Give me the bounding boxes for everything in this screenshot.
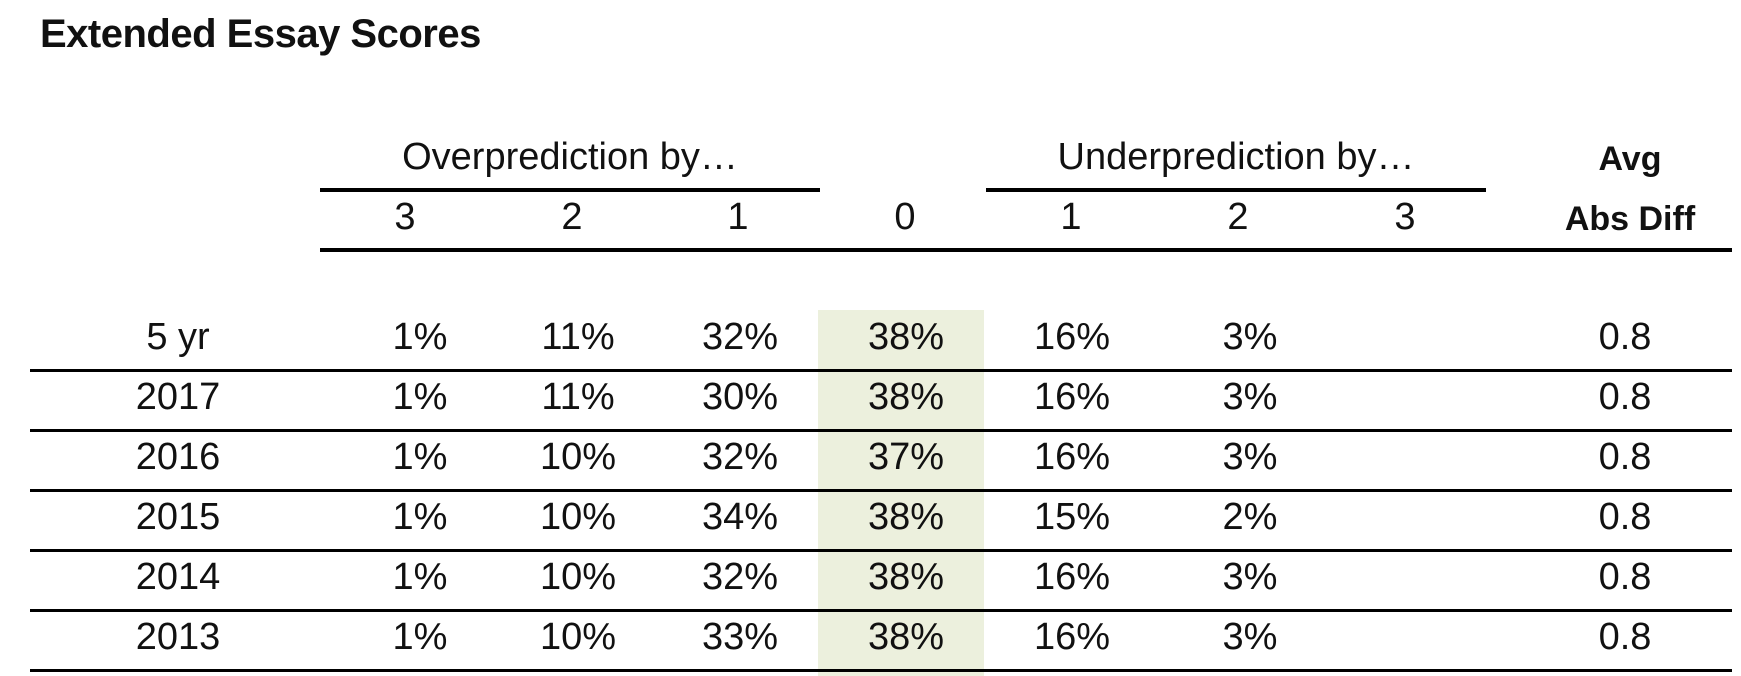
col-header-under-2: 2 xyxy=(1227,196,1249,238)
table-cell: 16% xyxy=(1033,616,1111,658)
row-divider xyxy=(30,549,1732,552)
row-label: 2013 xyxy=(135,616,221,658)
row-divider xyxy=(30,669,1732,672)
avg-cell: 0.8 xyxy=(1598,496,1652,538)
table-cell: 34% xyxy=(701,496,779,538)
row-divider xyxy=(30,369,1732,372)
table-cell: 16% xyxy=(1033,316,1111,358)
avg-cell: 0.8 xyxy=(1598,376,1652,418)
table-cell: 37% xyxy=(867,436,945,478)
table-cell: 10% xyxy=(539,556,617,598)
table-cell: 38% xyxy=(867,496,945,538)
avg-header-line2: Abs Diff xyxy=(1564,200,1696,238)
table-cell: 1% xyxy=(392,436,448,478)
overprediction-rule xyxy=(320,188,820,192)
col-header-over-2: 2 xyxy=(561,196,583,238)
table-cell: 3% xyxy=(1222,616,1278,658)
col-header-over-3: 3 xyxy=(394,196,416,238)
table-title: Extended Essay Scores xyxy=(40,12,481,56)
table-cell: 33% xyxy=(701,616,779,658)
table-cell: 15% xyxy=(1033,496,1111,538)
col-header-zero: 0 xyxy=(894,196,916,238)
row-label: 2015 xyxy=(135,496,221,538)
table-cell: 16% xyxy=(1033,436,1111,478)
underprediction-header: Underprediction by… xyxy=(1057,136,1415,178)
avg-header-line1: Avg xyxy=(1598,140,1662,178)
header-bottom-rule xyxy=(320,248,1732,252)
row-label: 2014 xyxy=(135,556,221,598)
avg-cell: 0.8 xyxy=(1598,316,1652,358)
table-cell: 3% xyxy=(1222,316,1278,358)
table-cell: 38% xyxy=(867,376,945,418)
table-cell: 3% xyxy=(1222,376,1278,418)
table-cell: 32% xyxy=(701,556,779,598)
table-cell: 1% xyxy=(392,556,448,598)
table-cell: 38% xyxy=(867,616,945,658)
row-label: 2017 xyxy=(135,376,221,418)
col-header-under-3: 3 xyxy=(1394,196,1416,238)
table-cell: 10% xyxy=(539,436,617,478)
avg-cell: 0.8 xyxy=(1598,436,1652,478)
row-divider xyxy=(30,609,1732,612)
table-cell: 10% xyxy=(539,496,617,538)
table-cell: 11% xyxy=(541,376,615,418)
table-cell: 1% xyxy=(392,376,448,418)
underprediction-rule xyxy=(986,188,1486,192)
table-cell: 32% xyxy=(701,316,779,358)
table-cell: 38% xyxy=(867,316,945,358)
row-divider xyxy=(30,429,1732,432)
avg-cell: 0.8 xyxy=(1598,556,1652,598)
row-divider xyxy=(30,489,1732,492)
table-cell: 38% xyxy=(867,556,945,598)
table-cell: 3% xyxy=(1222,436,1278,478)
row-label: 2016 xyxy=(135,436,221,478)
table-cell: 3% xyxy=(1222,556,1278,598)
table-cell: 1% xyxy=(392,316,448,358)
table-cell: 11% xyxy=(541,316,615,358)
table-cell: 30% xyxy=(701,376,779,418)
overprediction-header: Overprediction by… xyxy=(402,136,738,178)
avg-cell: 0.8 xyxy=(1598,616,1652,658)
table-cell: 1% xyxy=(392,496,448,538)
table-cell: 16% xyxy=(1033,556,1111,598)
table-cell: 1% xyxy=(392,616,448,658)
table-cell: 2% xyxy=(1222,496,1278,538)
row-label: 5 yr xyxy=(146,316,210,358)
col-header-over-1: 1 xyxy=(727,196,749,238)
table-cell: 16% xyxy=(1033,376,1111,418)
col-header-under-1: 1 xyxy=(1060,196,1082,238)
table-cell: 32% xyxy=(701,436,779,478)
table-cell: 10% xyxy=(539,616,617,658)
